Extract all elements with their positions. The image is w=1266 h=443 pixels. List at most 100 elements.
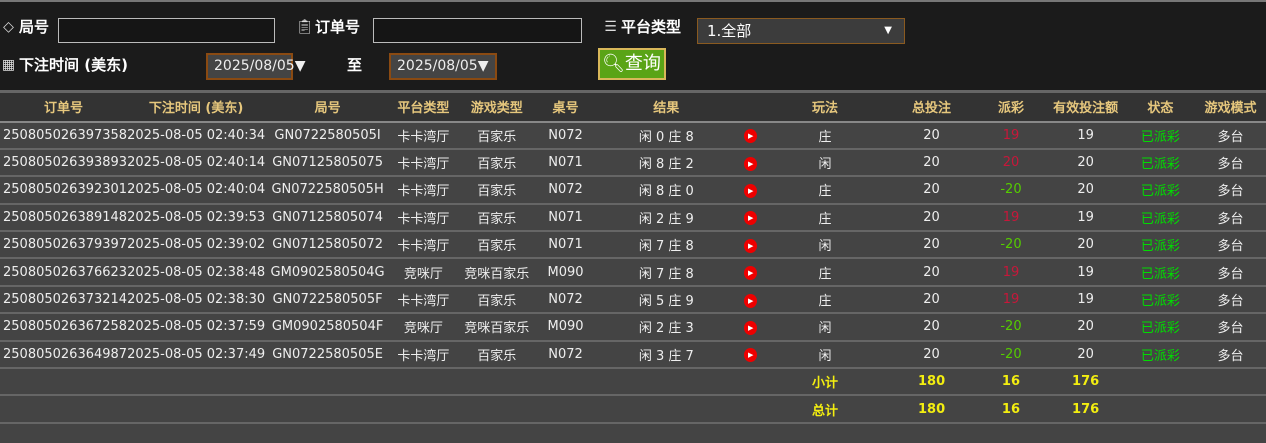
subtotal-total-bet: 180 <box>886 368 977 397</box>
valid-bet-cell: 20 <box>1045 313 1126 342</box>
replay-cell: ▶ <box>738 176 764 205</box>
table-id-cell: N071 <box>536 148 595 178</box>
column-header[interactable]: 桌号 <box>536 90 595 123</box>
column-header[interactable]: 总投注 <box>886 90 977 123</box>
valid-bet-cell: 20 <box>1045 340 1126 370</box>
platform-cell: 卡卡湾厅 <box>390 176 457 205</box>
status-cell: 已派彩 <box>1125 148 1196 178</box>
total-bet-cell: 20 <box>886 340 977 370</box>
server-icon: ☰ <box>604 18 617 35</box>
column-header[interactable] <box>738 90 764 123</box>
valid-bet-cell: 19 <box>1045 285 1126 315</box>
play-video-icon[interactable]: ▶ <box>744 320 758 335</box>
spacer <box>0 395 764 424</box>
subtotal-valid-bet: 176 <box>1045 368 1126 397</box>
play-video-icon[interactable]: ▶ <box>744 238 758 253</box>
platform-select[interactable]: 1.全部 ▼ <box>697 18 905 44</box>
filter-panel: ◇ 局号 📋︎ 订单号 ☰ 平台类型 1.全部 ▼ ▦ 下注时间 (美东) 2025/08… <box>0 0 1266 90</box>
round-label: ◇ 局号 <box>0 16 49 37</box>
bet-time-cell: 2025-08-05 02:38:30 <box>127 285 266 315</box>
bet-type-cell: 闲 <box>763 313 887 342</box>
round-id-cell: GN07125805072 <box>265 231 391 260</box>
total-bet-cell: 20 <box>886 313 977 342</box>
valid-bet-cell: 20 <box>1045 148 1126 178</box>
payout-cell: 20 <box>976 148 1046 178</box>
table-row: 250805026397358 2025-08-05 02:40:34 GN0722… <box>0 121 1266 150</box>
platform-cell: 卡卡湾厅 <box>390 121 457 150</box>
spacer <box>1125 395 1266 424</box>
play-video-icon[interactable]: ▶ <box>744 129 758 144</box>
query-button[interactable]: 🔍︎查询 <box>598 48 666 80</box>
platform-cell: 竞咪厅 <box>390 313 457 342</box>
bet-time-cell: 2025-08-05 02:38:48 <box>127 258 266 287</box>
play-video-icon[interactable]: ▶ <box>744 211 758 226</box>
orders-table: 订单号 下注时间 (美东) 局号 平台类型 游戏类型 桌号 结果 玩法 总投注 派彩 有效投注额 状态… <box>0 90 1266 424</box>
game-mode-cell: 多台 <box>1195 176 1266 205</box>
column-header[interactable]: 结果 <box>594 90 739 123</box>
table-id-cell: N071 <box>536 203 595 233</box>
order-label-text: 订单号 <box>315 18 361 36</box>
table-id-cell: N072 <box>536 285 595 315</box>
bet-time-cell: 2025-08-05 02:40:14 <box>127 148 266 178</box>
column-header[interactable]: 状态 <box>1125 90 1196 123</box>
column-header[interactable]: 派彩 <box>976 90 1046 123</box>
order-id-cell: 250805026379397 <box>0 231 128 260</box>
date-to-select[interactable]: 2025/08/05▼ <box>389 53 497 80</box>
table-id-cell: M090 <box>536 258 595 287</box>
round-input[interactable] <box>58 18 275 43</box>
column-header[interactable]: 下注时间 (美东) <box>127 90 266 123</box>
bet-time-cell: 2025-08-05 02:37:49 <box>127 340 266 370</box>
total-valid-bet: 176 <box>1045 395 1126 424</box>
result-cell: 闲 3 庄 7 <box>594 340 739 370</box>
order-input[interactable] <box>373 18 582 43</box>
tag-icon: ◇ <box>3 18 14 35</box>
column-header[interactable]: 游戏类型 <box>456 90 537 123</box>
game-type-cell: 百家乐 <box>456 340 537 370</box>
column-header[interactable]: 平台类型 <box>390 90 457 123</box>
column-header[interactable]: 订单号 <box>0 90 128 123</box>
table-row: 250805026367258 2025-08-05 02:37:59 GM0902… <box>0 313 1266 342</box>
round-id-cell: GN0722580505E <box>265 340 391 370</box>
payout-cell: -20 <box>976 231 1046 260</box>
game-mode-cell: 多台 <box>1195 340 1266 370</box>
result-cell: 闲 2 庄 9 <box>594 203 739 233</box>
bet-type-cell: 闲 <box>763 340 887 370</box>
date-from-select[interactable]: 2025/08/05▼ <box>206 53 305 80</box>
platform-cell: 卡卡湾厅 <box>390 340 457 370</box>
bet-time-cell: 2025-08-05 02:39:53 <box>127 203 266 233</box>
game-mode-cell: 多台 <box>1195 203 1266 233</box>
game-type-cell: 竞咪百家乐 <box>456 313 537 342</box>
payout-cell: 19 <box>976 258 1046 287</box>
payout-cell: -20 <box>976 176 1046 205</box>
column-header[interactable]: 局号 <box>265 90 391 123</box>
play-video-icon[interactable]: ▶ <box>744 266 758 281</box>
platform-label-text: 平台类型 <box>621 18 682 36</box>
status-cell: 已派彩 <box>1125 258 1196 287</box>
game-mode-cell: 多台 <box>1195 258 1266 287</box>
spacer <box>1125 368 1266 397</box>
replay-cell: ▶ <box>738 313 764 342</box>
platform-select-value: 1.全部 <box>707 22 752 40</box>
replay-cell: ▶ <box>738 258 764 287</box>
game-type-cell: 百家乐 <box>456 285 537 315</box>
replay-cell: ▶ <box>738 340 764 370</box>
total-payout: 16 <box>976 395 1046 424</box>
play-video-icon[interactable]: ▶ <box>744 293 758 308</box>
column-header[interactable]: 有效投注额 <box>1045 90 1126 123</box>
game-mode-cell: 多台 <box>1195 121 1266 150</box>
payout-cell: 19 <box>976 285 1046 315</box>
result-cell: 闲 8 庄 2 <box>594 148 739 178</box>
column-header[interactable]: 玩法 <box>763 90 887 123</box>
play-video-icon[interactable]: ▶ <box>744 348 758 363</box>
replay-cell: ▶ <box>738 148 764 178</box>
play-video-icon[interactable]: ▶ <box>744 183 758 198</box>
status-cell: 已派彩 <box>1125 285 1196 315</box>
valid-bet-cell: 19 <box>1045 203 1126 233</box>
column-header[interactable]: 游戏模式 <box>1195 90 1266 123</box>
play-video-icon[interactable]: ▶ <box>744 156 758 171</box>
spacer <box>0 368 764 397</box>
bet-type-cell: 庄 <box>763 121 887 150</box>
query-button-label: 查询 <box>624 53 661 74</box>
total-bet-cell: 20 <box>886 203 977 233</box>
table-row: 250805026392301 2025-08-05 02:40:04 GN0722… <box>0 176 1266 205</box>
